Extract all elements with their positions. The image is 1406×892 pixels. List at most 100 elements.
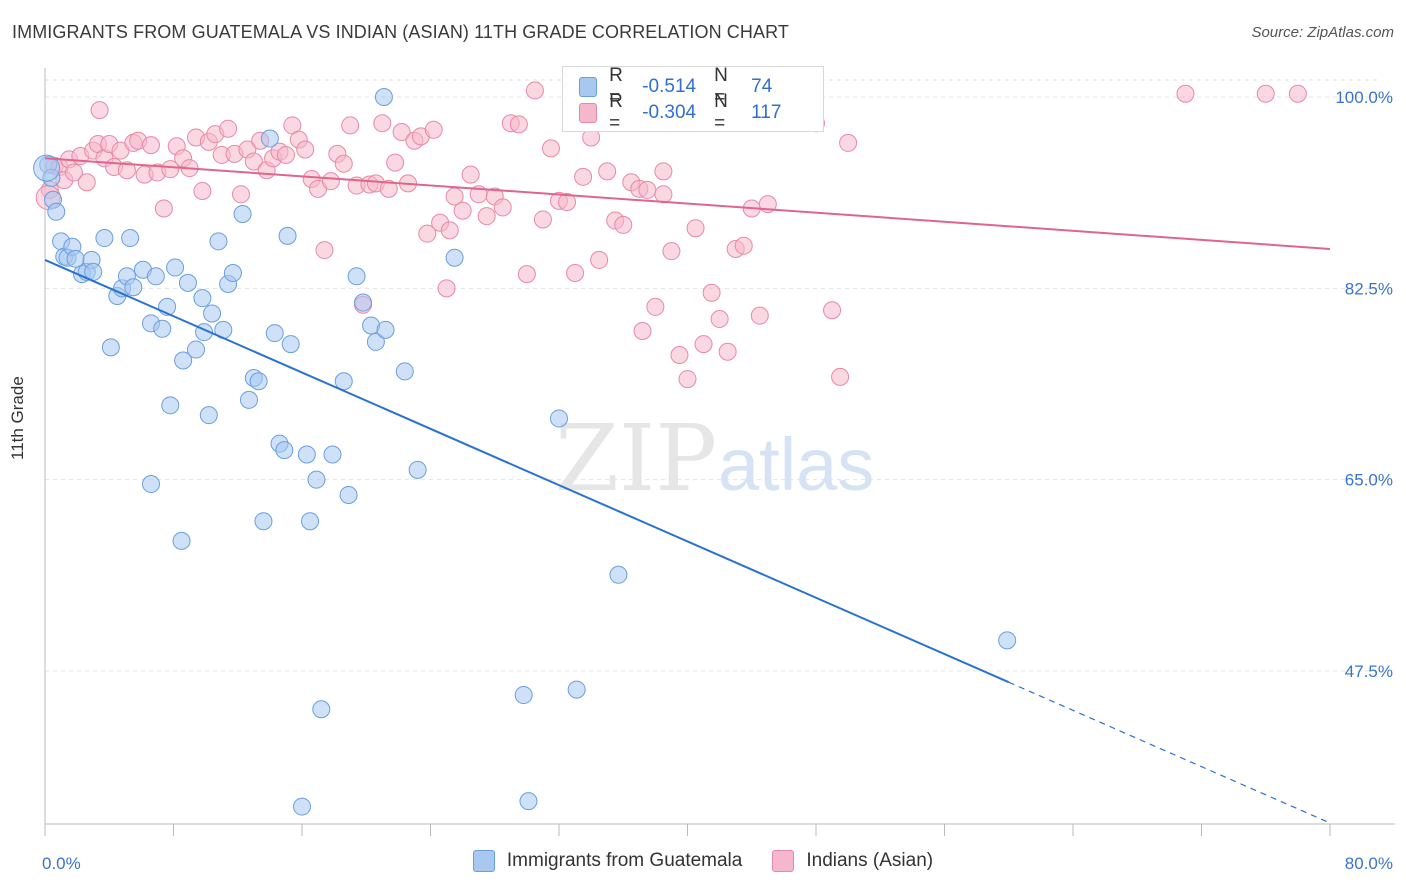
indian-asian-point xyxy=(392,122,411,141)
n-value-indian: 117 xyxy=(751,102,782,123)
guatemala-point xyxy=(301,512,320,531)
guatemala-point xyxy=(307,470,326,489)
stats-row-indian: R = -0.304 N = 117 xyxy=(579,91,823,134)
indian-asian-point xyxy=(373,114,392,133)
series-legend: Immigrants from Guatemala Indians (Asian… xyxy=(0,850,1406,872)
indian-asian-point xyxy=(831,367,850,386)
guatemala-point xyxy=(101,338,120,357)
legend-item-guatemala[interactable]: Immigrants from Guatemala xyxy=(472,850,742,872)
guatemala-point xyxy=(567,680,586,699)
r-value-guatemala: -0.514 xyxy=(642,76,697,97)
indian-asian-point xyxy=(566,264,585,283)
indian-asian-trend-line xyxy=(44,157,1331,250)
indian-asian-point xyxy=(1288,84,1307,103)
indian-asian-point xyxy=(1176,84,1195,103)
n-label: N = xyxy=(714,65,728,108)
chart-source: Source: ZipAtlas.com xyxy=(1251,24,1394,41)
guatemala-point xyxy=(312,700,331,719)
guatemala-point xyxy=(33,154,61,182)
guatemala-point xyxy=(142,475,161,494)
indian-asian-point xyxy=(662,242,681,261)
watermark-atlas: atlas xyxy=(718,423,874,506)
indian-asian-point xyxy=(694,335,713,354)
guatemala-point xyxy=(998,631,1017,650)
indian-asian-point xyxy=(461,165,480,184)
indian-asian-point xyxy=(517,265,536,284)
legend-item-indian[interactable]: Indians (Asian) xyxy=(772,850,933,872)
indian-asian-point xyxy=(614,215,633,234)
guatemala-point xyxy=(323,445,342,464)
guatemala-point xyxy=(293,797,311,816)
stats-row-guatemala: R = -0.514 N = 74 xyxy=(579,65,823,108)
guatemala-point xyxy=(297,445,316,464)
tick-labels: 47.5% 65.0% 82.5% 100.0% 0.0% 80.0% xyxy=(42,88,1393,873)
y-tick-label: 65.0% xyxy=(1345,471,1393,490)
indian-asian-point xyxy=(231,185,250,204)
guatemala-point xyxy=(281,335,300,354)
indian-asian-point xyxy=(574,167,593,186)
guatemala-point xyxy=(275,441,294,460)
n-label: N = xyxy=(714,91,728,134)
indian-asian-point xyxy=(839,133,858,152)
guatemala-point xyxy=(161,396,180,415)
guatemala-point xyxy=(609,565,628,584)
guatemala-point xyxy=(199,406,218,425)
guatemala-point xyxy=(239,390,258,409)
indian-asian-point xyxy=(493,198,512,217)
guatemala-point xyxy=(265,324,284,343)
indian-asian-point xyxy=(77,173,96,192)
indian-asian-point xyxy=(341,116,360,135)
indian-asian-point xyxy=(823,301,842,320)
indian-asian-point xyxy=(718,342,737,361)
indian-asian-point xyxy=(750,306,769,325)
indian-asian-point xyxy=(509,115,528,134)
guatemala-point xyxy=(186,340,205,359)
guatemala-point xyxy=(174,351,193,370)
guatemala-point xyxy=(124,278,143,297)
indian-asian-point xyxy=(142,136,161,155)
guatemala-point xyxy=(260,129,279,148)
guatemala-point xyxy=(347,267,366,286)
guatemala-point xyxy=(193,289,212,308)
guatemala-point xyxy=(514,686,533,705)
guatemala-point xyxy=(354,293,373,312)
y-tick-label: 100.0% xyxy=(1335,88,1393,107)
n-value-guatemala: 74 xyxy=(751,76,773,97)
indian-asian-point xyxy=(296,140,315,159)
y-axis-label: 11th Grade xyxy=(8,376,27,460)
guatemala-point xyxy=(95,229,114,248)
x-tick-label-min: 0.0% xyxy=(42,854,81,873)
indian-asian-point xyxy=(315,241,334,260)
indian-asian-point xyxy=(418,224,437,243)
stats-legend: R = -0.514 N = 74 R = -0.304 N = 117 xyxy=(562,65,824,134)
guatemala-points xyxy=(33,88,1017,816)
indian-asian-point xyxy=(244,152,263,171)
guatemala-point xyxy=(172,531,191,550)
guatemala-point xyxy=(153,319,172,338)
indian-asian-point xyxy=(638,180,657,199)
r-value-indian: -0.304 xyxy=(642,102,697,123)
indian-asian-point xyxy=(702,283,721,302)
indian-asian-point xyxy=(590,250,609,269)
guatemala-point xyxy=(203,304,222,323)
r-label: R = xyxy=(609,91,623,134)
watermark-zip: ZIP xyxy=(555,405,717,512)
guatemala-point xyxy=(278,226,297,245)
x-tick-label-max: 80.0% xyxy=(1345,854,1393,873)
indian-asian-point xyxy=(276,145,295,164)
guatemala-point xyxy=(445,248,464,267)
guatemala-point xyxy=(408,460,427,479)
indian-asian-point xyxy=(734,236,753,255)
legend-swatch-guatemala xyxy=(472,850,495,872)
indian-asian-point xyxy=(161,160,180,179)
guatemala-point xyxy=(519,792,538,811)
guatemala-point xyxy=(254,512,273,531)
legend-swatch-guatemala xyxy=(579,77,598,97)
indian-asian-point xyxy=(90,101,109,120)
guatemala-point xyxy=(178,273,197,292)
indian-asian-point xyxy=(440,221,459,240)
indian-asian-point xyxy=(386,153,405,172)
guatemala-point xyxy=(249,372,268,391)
trend-lines xyxy=(44,157,1331,824)
